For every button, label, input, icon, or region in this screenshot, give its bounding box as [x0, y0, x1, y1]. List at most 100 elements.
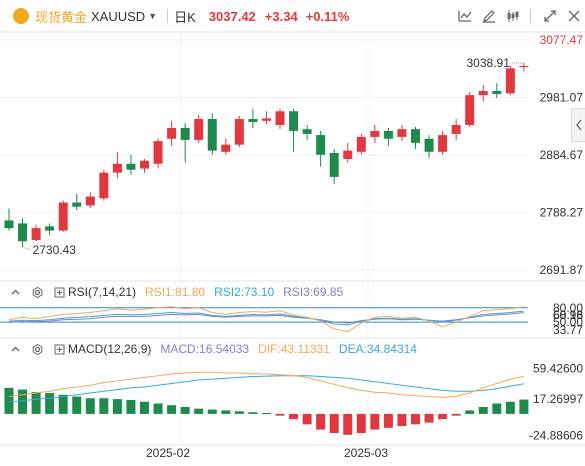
macd-tick-label: 17.26997 [533, 392, 583, 406]
macd-histogram-bar [112, 399, 122, 414]
candle-body [126, 163, 136, 170]
toolbar-divider [530, 9, 531, 23]
macd-histogram-bar [126, 400, 136, 414]
candle-body [31, 228, 41, 241]
macd-histogram-bar [302, 413, 312, 425]
macd-histogram-bar [383, 413, 393, 428]
macd-histogram-bar [505, 401, 515, 414]
price-change-percent: +0.11% [305, 8, 350, 24]
rsi-tick-label: 80.00 [553, 301, 583, 315]
symbol-header: 现货黄金 XAUUSD ▼ 日K 3037.42 +3.34 +0.11% [0, 0, 585, 32]
candle-body [411, 129, 420, 143]
candle-body [478, 90, 488, 96]
candle-body [207, 119, 217, 151]
macd-histogram-bar [261, 413, 271, 415]
y-tick-label: 2788.27 [540, 206, 584, 220]
rsi3-value: RSI3:69.85 [283, 285, 344, 299]
macd-histogram-bar [478, 406, 488, 414]
symbol-dropdown-icon[interactable]: ▼ [148, 11, 158, 21]
symbol-name[interactable]: 现货黄金 [35, 9, 88, 25]
macd-name: MACD(12,26,9) [68, 342, 152, 356]
macd-histogram-bar [194, 408, 204, 414]
macd-header: MACD(12,26,9) MACD:16.54033 DIF:43.11331… [0, 340, 417, 358]
price-change: +3.34 [264, 8, 298, 24]
rsi-tick-label: 33.77 [553, 323, 583, 337]
macd-histogram-bar [248, 412, 258, 414]
symbol-code[interactable]: XAUUSD [91, 8, 146, 24]
macd-histogram-bar [519, 399, 529, 414]
macd-histogram-bar [329, 413, 339, 434]
settings-icon[interactable] [563, 5, 585, 27]
chevron-up-icon[interactable] [8, 285, 22, 299]
dea-value: DEA:34.84314 [338, 342, 417, 356]
macd-histogram-bar [424, 413, 434, 423]
candle-body [153, 141, 163, 164]
macd-value: MACD:16.54033 [160, 342, 250, 356]
macd-histogram-bar [438, 413, 448, 420]
draw-icon[interactable] [478, 5, 500, 27]
candle-body [4, 220, 14, 229]
macd-histogram-bar [180, 406, 190, 414]
macd-histogram-bar [45, 393, 55, 414]
macd-histogram-bar [411, 413, 420, 425]
candle-body [343, 150, 353, 159]
rsi2-value: RSI2:73.10 [214, 285, 275, 299]
candle-body [234, 119, 244, 145]
rsi-tick-label: 60.18 [553, 308, 583, 322]
candle-body [492, 90, 502, 94]
candle-body [424, 138, 434, 152]
y-tick-label: 3077.47 [540, 33, 584, 47]
macd-histogram-bar [465, 410, 475, 414]
chevron-up-icon[interactable] [8, 342, 22, 356]
expand-icon[interactable] [52, 342, 66, 356]
candle-body [465, 95, 475, 125]
candle-body [140, 160, 149, 169]
right-panel-toggle-icon[interactable] [571, 108, 585, 142]
candle-body [58, 202, 68, 231]
macd-histogram-bar [99, 398, 109, 414]
indicator-icon[interactable] [454, 5, 476, 27]
macd-histogram-bar [343, 413, 353, 435]
macd-histogram-bar [289, 413, 299, 420]
candle-body [519, 65, 529, 68]
macd-histogram-bar [4, 387, 14, 414]
macd-histogram-bar [316, 413, 326, 430]
macd-histogram-bar [221, 410, 231, 414]
dif-line [8, 371, 524, 398]
macd-histogram-bar [85, 398, 95, 414]
candle-body [505, 68, 515, 94]
expand-icon[interactable] [52, 285, 66, 299]
candle-style-icon[interactable] [502, 5, 524, 27]
dif-value: DIF:43.11331 [258, 342, 330, 356]
macd-histogram-bar [356, 413, 366, 434]
chart-toolbar [452, 0, 585, 32]
low-price-label: 2730.43 [33, 243, 77, 257]
macd-tick-label: -24.88606 [529, 429, 583, 443]
rsi3-line [8, 312, 524, 324]
settings-gear-icon[interactable] [30, 285, 44, 299]
macd-histogram-bar [31, 392, 41, 414]
macd-histogram-bar [492, 403, 502, 414]
candle-body [221, 144, 231, 152]
candle-body [397, 129, 407, 137]
rsi2-line [8, 310, 524, 326]
candle-body [112, 163, 122, 173]
period-selector[interactable]: 日K [174, 9, 196, 25]
candle-body [356, 136, 366, 152]
settings-gear-icon[interactable] [30, 342, 44, 356]
fullscreen-icon[interactable] [539, 5, 561, 27]
y-tick-label: 2691.87 [540, 263, 584, 277]
candle-body [194, 119, 204, 140]
macd-histogram-bar [451, 413, 461, 416]
rsi-name: RSI(7,14,21) [68, 285, 137, 299]
low-marker-line [22, 246, 31, 251]
candle-body [370, 130, 380, 137]
candle-body [275, 111, 285, 125]
candle-body [99, 172, 109, 199]
dea-line [8, 375, 524, 403]
candle-body [289, 111, 299, 131]
macd-histogram-bar [167, 405, 177, 414]
candle-body [316, 135, 326, 155]
candle-body [451, 124, 461, 134]
